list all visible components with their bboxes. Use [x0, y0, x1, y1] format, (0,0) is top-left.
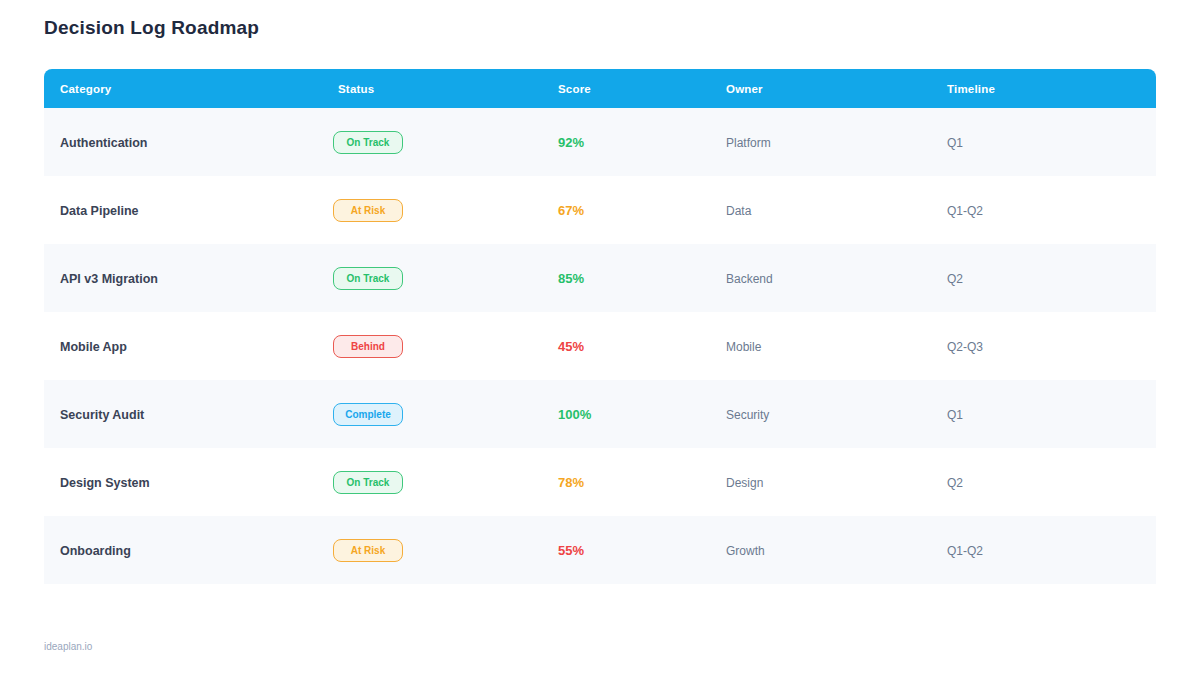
score-cell: 45%	[542, 337, 710, 355]
category-label: Data Pipeline	[60, 204, 139, 218]
status-badge: On Track	[333, 131, 403, 154]
score-value: 100%	[558, 407, 591, 422]
category-label: Authentication	[60, 136, 148, 150]
status-cell: At Risk	[322, 539, 542, 562]
owner-cell: Data	[710, 201, 931, 219]
category-cell: Authentication	[44, 133, 322, 151]
category-label: API v3 Migration	[60, 272, 158, 286]
score-cell: 78%	[542, 473, 710, 491]
timeline-label: Q2	[947, 272, 963, 286]
table-row: Data Pipeline At Risk 67% Data Q1-Q2	[44, 176, 1156, 244]
owner-cell: Mobile	[710, 337, 931, 355]
table-row: API v3 Migration On Track 85% Backend Q2	[44, 244, 1156, 312]
status-badge: At Risk	[333, 539, 403, 562]
owner-label: Security	[726, 408, 769, 422]
owner-label: Backend	[726, 272, 773, 286]
owner-cell: Growth	[710, 541, 931, 559]
status-badge: On Track	[333, 471, 403, 494]
table-row: Mobile App Behind 45% Mobile Q2-Q3	[44, 312, 1156, 380]
timeline-label: Q1	[947, 136, 963, 150]
column-header-status: Status	[322, 83, 542, 95]
page-title: Decision Log Roadmap	[44, 17, 1156, 39]
owner-label: Growth	[726, 544, 765, 558]
timeline-cell: Q1	[931, 405, 1156, 423]
score-value: 92%	[558, 135, 584, 150]
owner-cell: Design	[710, 473, 931, 491]
footer-branding: ideaplan.io	[0, 641, 1200, 652]
table-row: Authentication On Track 92% Platform Q1	[44, 108, 1156, 176]
table-header-row: Category Status Score Owner Timeline	[44, 69, 1156, 108]
timeline-cell: Q1	[931, 133, 1156, 151]
status-badge: At Risk	[333, 199, 403, 222]
status-cell: On Track	[322, 267, 542, 290]
timeline-cell: Q2	[931, 473, 1156, 491]
status-cell: On Track	[322, 471, 542, 494]
column-header-owner: Owner	[710, 83, 931, 95]
category-label: Onboarding	[60, 544, 131, 558]
score-cell: 67%	[542, 201, 710, 219]
category-cell: Mobile App	[44, 337, 322, 355]
category-cell: Data Pipeline	[44, 201, 322, 219]
category-cell: Security Audit	[44, 405, 322, 423]
score-value: 78%	[558, 475, 584, 490]
timeline-cell: Q2	[931, 269, 1156, 287]
score-value: 45%	[558, 339, 584, 354]
status-cell: At Risk	[322, 199, 542, 222]
table-row: Design System On Track 78% Design Q2	[44, 448, 1156, 516]
score-value: 67%	[558, 203, 584, 218]
owner-cell: Platform	[710, 133, 931, 151]
category-cell: Onboarding	[44, 541, 322, 559]
owner-label: Mobile	[726, 340, 761, 354]
timeline-label: Q1	[947, 408, 963, 422]
owner-label: Design	[726, 476, 763, 490]
column-header-score: Score	[542, 83, 710, 95]
category-label: Mobile App	[60, 340, 127, 354]
timeline-label: Q1-Q2	[947, 204, 983, 218]
category-cell: Design System	[44, 473, 322, 491]
score-cell: 85%	[542, 269, 710, 287]
score-cell: 100%	[542, 405, 710, 423]
category-label: Security Audit	[60, 408, 144, 422]
status-cell: Behind	[322, 335, 542, 358]
timeline-label: Q2	[947, 476, 963, 490]
timeline-cell: Q1-Q2	[931, 541, 1156, 559]
owner-label: Platform	[726, 136, 771, 150]
timeline-label: Q1-Q2	[947, 544, 983, 558]
table-row: Onboarding At Risk 55% Growth Q1-Q2	[44, 516, 1156, 584]
category-cell: API v3 Migration	[44, 269, 322, 287]
score-cell: 92%	[542, 133, 710, 151]
timeline-cell: Q1-Q2	[931, 201, 1156, 219]
table-body: Authentication On Track 92% Platform Q1 …	[44, 108, 1156, 584]
table-row: Security Audit Complete 100% Security Q1	[44, 380, 1156, 448]
status-badge: On Track	[333, 267, 403, 290]
score-value: 85%	[558, 271, 584, 286]
timeline-label: Q2-Q3	[947, 340, 983, 354]
owner-cell: Security	[710, 405, 931, 423]
status-badge: Complete	[333, 403, 403, 426]
score-cell: 55%	[542, 541, 710, 559]
column-header-category: Category	[44, 83, 322, 95]
status-cell: Complete	[322, 403, 542, 426]
timeline-cell: Q2-Q3	[931, 337, 1156, 355]
status-badge: Behind	[333, 335, 403, 358]
column-header-timeline: Timeline	[931, 83, 1156, 95]
category-label: Design System	[60, 476, 150, 490]
page: Decision Log Roadmap Category Status Sco…	[0, 0, 1200, 584]
owner-cell: Backend	[710, 269, 931, 287]
status-cell: On Track	[322, 131, 542, 154]
roadmap-table: Category Status Score Owner Timeline Aut…	[44, 69, 1156, 584]
score-value: 55%	[558, 543, 584, 558]
owner-label: Data	[726, 204, 751, 218]
